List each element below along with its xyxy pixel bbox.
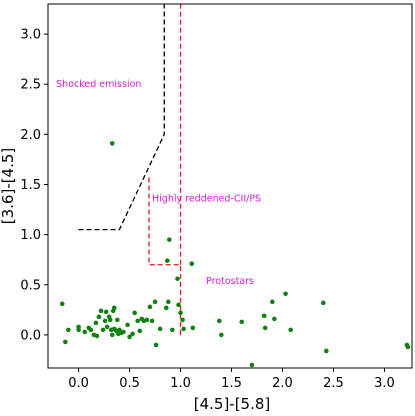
- axes: 0.0 0.5 1.0 1.5 2.0 2.5 3.0 0.0 0.5 1.0 1.5 2.0 2.5 3…: [20, 3, 413, 391]
- data-point: [121, 329, 126, 335]
- data-point: [157, 326, 163, 332]
- x-tick-label: 2.0: [272, 376, 293, 391]
- x-tick-label: 3.0: [374, 376, 395, 391]
- data-point: [167, 237, 172, 242]
- data-point: [98, 308, 104, 314]
- y-axis-label: [3.6]-[4.5]: [0, 148, 17, 225]
- y-tick-label: 0.0: [20, 328, 41, 343]
- data-point: [76, 327, 81, 333]
- data-point: [272, 316, 277, 322]
- data-point: [178, 310, 183, 316]
- x-tick-label: 2.5: [323, 376, 344, 391]
- data-point: [164, 258, 170, 264]
- data-point: [153, 342, 159, 348]
- data-point: [103, 309, 109, 315]
- data-point: [190, 325, 196, 331]
- y-tick-label: 3.0: [20, 28, 41, 43]
- x-tick-label: 0.0: [68, 376, 89, 391]
- annotation-label: Protostars: [206, 276, 254, 287]
- data-point: [107, 317, 113, 323]
- data-point: [288, 327, 293, 333]
- annotation-label: Shocked emission: [56, 79, 141, 90]
- annotations: Shocked emission Highly reddened-CII/PS Pr…: [56, 79, 261, 287]
- plot-area: [59, 4, 411, 368]
- data-point: [137, 328, 143, 334]
- data-point: [111, 305, 117, 311]
- data-point: [109, 332, 115, 338]
- boundary-line-black: [78, 4, 165, 231]
- data-point: [189, 261, 195, 267]
- annotation-label: Highly reddened-CII/PS: [152, 194, 261, 205]
- data-point: [219, 332, 224, 338]
- data-point: [93, 320, 99, 326]
- data-point: [180, 317, 185, 323]
- data-point: [102, 318, 108, 324]
- data-point: [170, 327, 175, 333]
- data-point: [181, 326, 186, 332]
- data-point: [152, 299, 158, 305]
- data-point: [147, 304, 153, 310]
- plot-frame: [47, 3, 413, 369]
- data-point: [109, 141, 115, 146]
- y-tick-label: 1.5: [20, 178, 41, 193]
- y-tick-label: 2.5: [20, 78, 41, 93]
- data-point: [59, 301, 65, 307]
- data-point: [262, 325, 268, 331]
- plot-content: [59, 4, 411, 368]
- data-point: [283, 291, 288, 297]
- data-point: [132, 310, 137, 316]
- boundary-line-red: [148, 177, 182, 335]
- data-point: [104, 324, 110, 330]
- data-point: [144, 317, 150, 323]
- data-point: [324, 348, 329, 354]
- x-tick-label: 0.5: [119, 376, 140, 391]
- data-point: [94, 333, 100, 339]
- y-tick-label: 0.5: [20, 278, 41, 293]
- data-point: [100, 327, 106, 333]
- data-point: [216, 318, 222, 324]
- data-point: [115, 317, 120, 323]
- data-point: [239, 319, 245, 325]
- data-point: [135, 318, 141, 324]
- data-point: [125, 322, 130, 328]
- y-tick-label: 1.0: [20, 228, 41, 243]
- data-point: [127, 334, 132, 340]
- data-point: [88, 327, 94, 333]
- data-point: [163, 305, 169, 311]
- data-point: [130, 331, 135, 337]
- data-point: [320, 300, 326, 306]
- data-point: [166, 299, 171, 305]
- x-tick-label: 1.5: [221, 376, 242, 391]
- data-point: [176, 302, 181, 308]
- data-point: [249, 362, 255, 368]
- data-point: [82, 329, 88, 335]
- data-point: [175, 276, 180, 282]
- data-point: [149, 318, 155, 324]
- data-point: [66, 327, 71, 333]
- x-tick-label: 1.0: [170, 376, 191, 391]
- data-point: [63, 339, 68, 345]
- x-axis-label: [4.5]-[5.8]: [194, 395, 271, 413]
- data-point: [261, 313, 267, 319]
- data-point: [405, 344, 411, 350]
- data-point: [96, 314, 102, 320]
- y-tick-label: 2.0: [20, 128, 41, 143]
- data-point: [270, 299, 275, 305]
